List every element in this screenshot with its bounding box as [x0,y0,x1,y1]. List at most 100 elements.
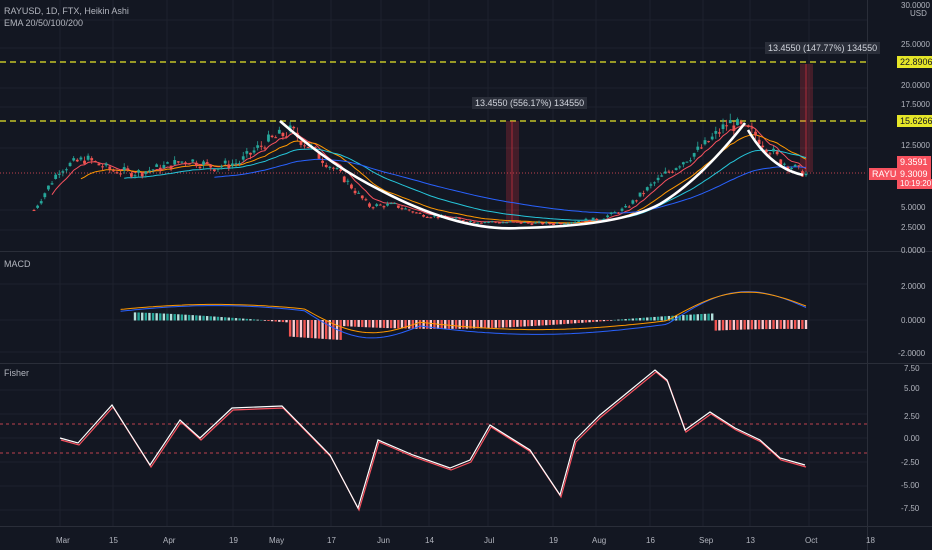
macd-histogram-bar [494,320,497,328]
candle-body [115,172,119,174]
candle-body [653,182,656,184]
macd-histogram-bar [375,320,378,328]
macd-histogram-bar [649,317,653,321]
ema-indicator-label[interactable]: EMA 20/50/100/200 [4,18,84,28]
macd-histogram-bar [559,320,562,325]
macd-histogram-bar [577,320,580,324]
macd-histogram-bar [624,319,627,321]
candle-body [501,222,505,224]
candle-body [422,214,426,217]
macd-histogram-bar [599,320,602,322]
macd-histogram-bar [389,320,393,329]
macd-histogram-bar [483,320,487,329]
candle-body [148,170,151,172]
macd-histogram-bar [451,320,454,329]
macd-histogram-bar [364,320,368,328]
macd-histogram-bar [642,317,645,321]
macd-histogram-bar [133,312,137,321]
macd-histogram-bar [508,320,512,328]
macd-histogram-bar [739,320,743,330]
macd-histogram-bar [602,320,606,322]
candle-body [714,130,718,134]
macd-histogram-bar [512,320,515,328]
candle-body [584,218,588,221]
time-tick: Mar [56,536,70,545]
candle-body [119,173,122,175]
candle-body [663,171,667,174]
macd-histogram-bar [711,313,714,321]
cup-pattern-arc[interactable] [279,120,747,230]
candle-body [285,136,288,138]
macd-histogram-bar [371,320,375,328]
candle-body [425,216,429,218]
candle-body [321,160,324,163]
candle-body [674,168,678,171]
macd-histogram-bar [537,320,541,326]
macd-histogram-bar [166,313,169,321]
candle-body [36,205,40,208]
fisher-tick: -5.00 [901,481,920,490]
fisher-tick: 7.50 [904,364,920,373]
macd-histogram-bar [454,320,458,329]
candle-body [65,169,68,171]
symbol-title[interactable]: RAYUSD, 1D, FTX, Heikin Ashi [4,6,129,16]
candle-body [303,145,306,147]
macd-histogram-bar [144,312,148,321]
candle-body [371,207,375,209]
time-tick: Aug [592,536,606,545]
candle-body [350,184,353,189]
macd-histogram-bar [303,320,306,338]
macd-histogram-bar [646,317,649,321]
time-tick: Apr [163,536,176,545]
measure-label-2[interactable]: 13.4550 (147.77%) 134550 [765,42,881,54]
macd-histogram-bar [350,320,353,327]
candle-body [249,152,252,155]
macd-signal-line [120,291,807,334]
handle-pattern-arc[interactable] [746,129,804,177]
candle-body [523,222,527,224]
macd-histogram-bar [292,320,295,337]
time-tick: Jul [484,536,494,545]
candle-body [490,221,494,223]
candle-body [227,164,231,169]
macd-histogram-bar [736,320,739,330]
macd-pane-title[interactable]: MACD [4,259,31,269]
macd-histogram-bar [148,312,151,321]
macd-histogram-bar [707,313,710,321]
candle-body [461,220,465,222]
macd-histogram-bar [288,320,292,337]
macd-histogram-bar [227,317,231,321]
macd-histogram-bar [779,320,782,329]
candle-body [746,125,750,127]
measure-label-1[interactable]: 13.4550 (556.17%) 134550 [472,97,588,109]
candle-body [512,221,516,223]
candle-body [519,222,523,224]
macd-histogram-bar [534,320,537,326]
macd-histogram-bar [563,320,566,325]
candle-body [332,167,335,169]
macd-histogram-bar [801,320,804,329]
macd-tick: -2.0000 [898,349,926,358]
candle-body [534,222,537,224]
candle-body [620,208,624,211]
candle-body [707,141,710,143]
fisher-tick: -2.50 [901,458,920,467]
macd-histogram-bar [429,320,433,329]
macd-histogram-bar [541,320,544,326]
macd-histogram-bar [613,319,617,321]
macd-histogram-bar [465,320,469,329]
candle-body [718,132,721,134]
candle-body [382,206,386,208]
macd-histogram-bar [353,320,357,327]
time-tick: 14 [425,536,434,545]
macd-histogram-bar [343,320,346,327]
macd-histogram-bar [573,320,577,324]
fisher-pane-title[interactable]: Fisher [4,368,30,378]
macd-histogram-bar [638,317,642,321]
candle-body [274,137,278,139]
macd-histogram-bar [393,320,396,329]
candle-body [357,192,361,194]
macd-histogram-bar [469,320,472,329]
last-price-label: 9.3009 [897,168,931,180]
